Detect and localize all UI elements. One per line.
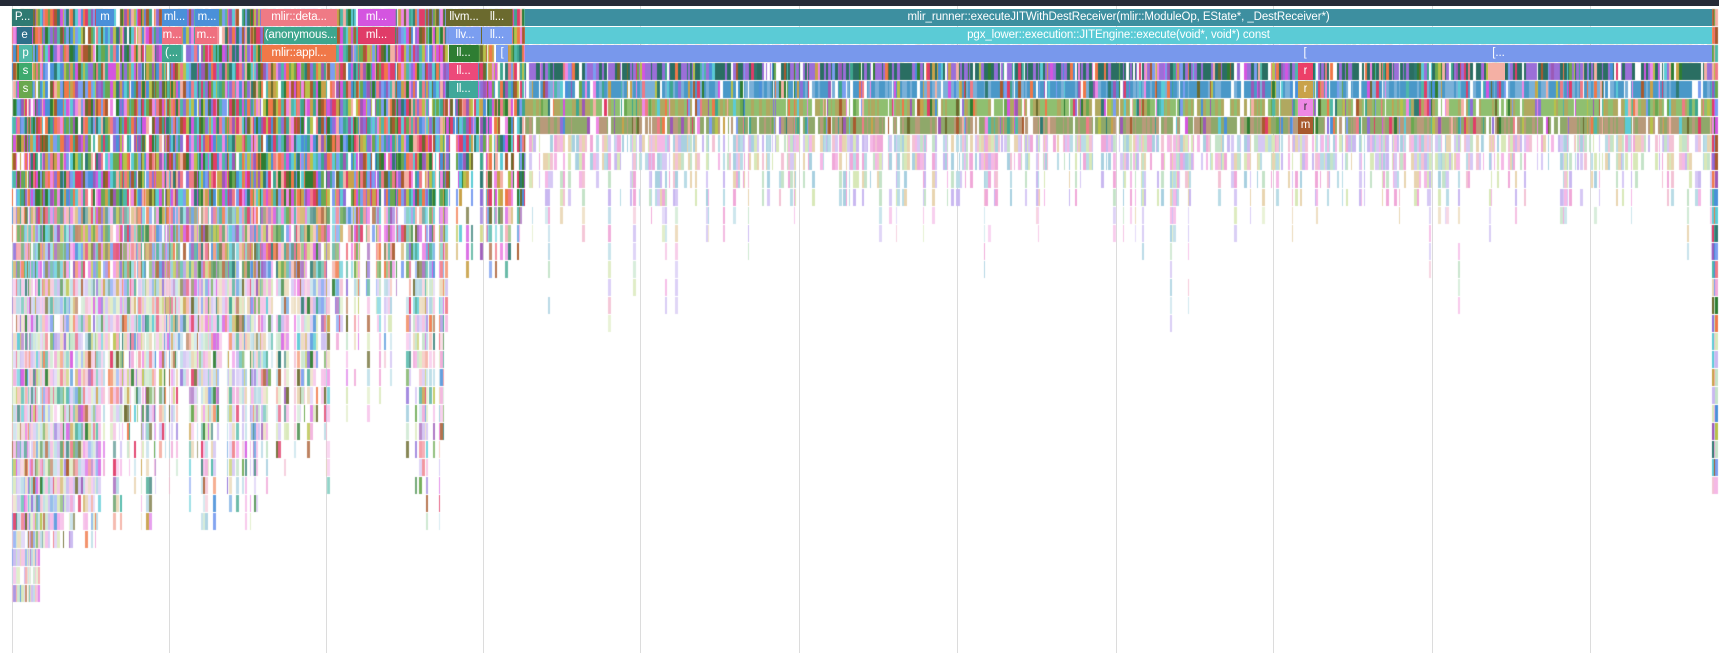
flame-frame-label: llvm... [449,11,479,23]
flame-frame-label: s [22,83,29,95]
flame-frame-label: mlir_runner::executeJITWithDestReceiver(… [907,11,1330,23]
flame-frame[interactable]: m... [162,27,182,44]
flame-frame-label: r [1303,101,1308,113]
flame-frame[interactable]: [... [1490,45,1507,62]
flame-frame[interactable]: mlir::appl... [262,45,336,62]
flame-frame-label: m... [196,29,216,41]
flame-frame-label: m [100,11,110,23]
flame-frame[interactable]: ll... [449,63,478,80]
flame-frame-label: [ [1303,47,1307,59]
flame-frame[interactable]: P... [12,9,33,26]
flame-frame[interactable]: r [1298,99,1313,116]
flame-frame-label: ml... [365,29,388,41]
flame-frame[interactable]: r [1298,81,1313,98]
flame-frame-label: ml... [365,11,388,23]
flame-frame[interactable]: e [17,27,32,44]
flame-frame-label: (anonymous... [264,29,337,41]
flame-frame-label: mlir::appl... [271,47,327,59]
flame-frame[interactable]: ml... [358,27,395,44]
flame-frame[interactable]: m [96,9,114,26]
flame-frame-label: r [1303,65,1308,77]
flame-frame-label: pgx_lower::execution::JITEngine::execute… [967,29,1270,41]
flame-frame[interactable]: m... [195,9,219,26]
flame-frame-label: e [21,29,28,41]
flame-frame-label: (... [164,47,178,59]
flame-frame[interactable]: ll... [482,27,512,44]
flame-frame-label: [ [500,47,504,59]
flame-frame-label: ll... [456,47,471,59]
flame-frame[interactable]: [ [1299,45,1311,62]
flame-frame[interactable]: llvm... [446,9,482,26]
flame-frame-label: m [1300,119,1311,131]
flame-frame[interactable]: [ [496,45,508,62]
flame-frame-label: ll... [489,11,505,23]
flame-frame[interactable]: ll... [449,45,478,62]
flame-frame[interactable]: mlir_runner::executeJITWithDestReceiver(… [525,9,1712,26]
flame-frame-label: mlir::deta... [271,11,327,23]
flame-frame-label: ll... [489,29,505,41]
flame-frame[interactable]: p [19,45,32,62]
flame-frame[interactable]: s [19,63,32,80]
flame-frame-label: s [22,65,29,77]
flame-frame[interactable]: m... [195,27,217,44]
flame-frame-label: llv... [455,29,475,41]
flame-frame-label: p [22,47,29,59]
flame-frame[interactable]: s [19,81,32,98]
flame-frame-label: r [1303,83,1308,95]
flame-frame-label: P... [14,11,31,23]
flame-frame[interactable] [525,45,1712,62]
flame-frame[interactable]: ml... [162,9,187,26]
flame-frame-label: ll... [456,65,471,77]
flame-frame[interactable]: ll... [449,81,478,98]
flame-frame-label: ml... [163,11,186,23]
flame-frame[interactable]: m [1298,117,1313,134]
flame-frame[interactable]: mlir::deta... [261,9,337,26]
flame-frame[interactable]: llv... [449,27,481,44]
flame-frame-label: ll... [456,83,471,95]
flame-frame[interactable]: r [1298,63,1313,80]
flame-frame[interactable]: ml... [358,9,395,26]
flame-frame[interactable]: ll... [482,9,512,26]
flame-frame[interactable]: pgx_lower::execution::JITEngine::execute… [525,27,1712,44]
flame-frame-label: [... [1492,47,1505,59]
flame-frame-label: m... [197,11,217,23]
flame-frame[interactable]: (... [162,45,181,62]
flame-frame-label: m... [162,29,182,41]
flame-frame[interactable]: (anonymous... [264,27,337,44]
flame-frame[interactable] [1488,63,1505,80]
